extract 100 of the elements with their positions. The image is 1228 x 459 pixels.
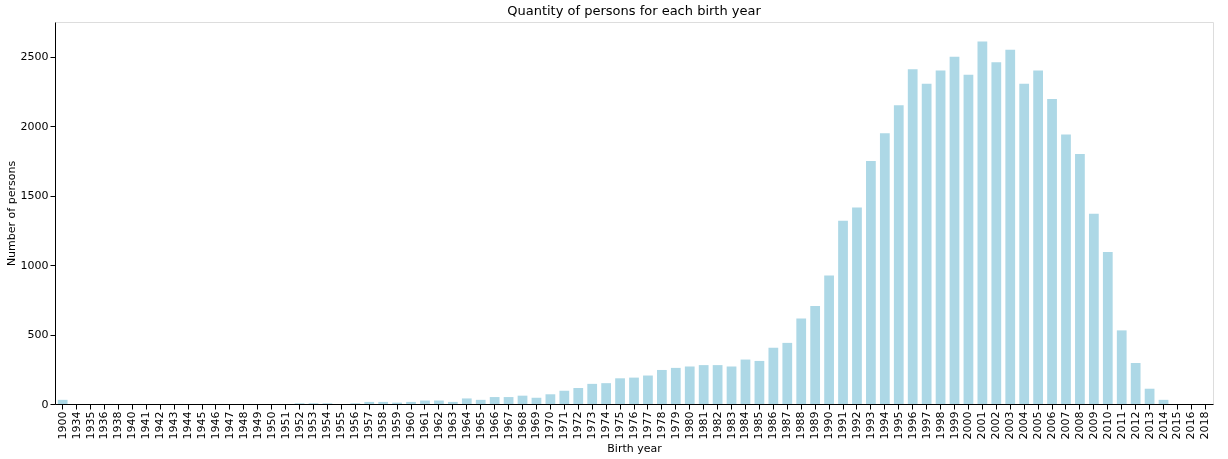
x-tick-label: 1994 [877,411,891,440]
x-tick-label: 1960 [404,411,418,440]
x-tick-label: 1982 [710,411,724,440]
x-tick-label: 1941 [139,411,153,440]
x-tick-label: 2000 [961,411,975,440]
x-tick-label: 1992 [849,411,863,440]
x-tick-label: 1961 [417,411,431,440]
x-tick-label: 1977 [640,411,654,440]
x-tick-label: 1936 [97,411,111,440]
x-tick-label: 1935 [83,411,97,440]
bar [949,56,960,404]
chart-title: Quantity of persons for each birth year [507,3,762,18]
x-tick-label: 1991 [836,411,850,440]
x-tick-label: 2005 [1031,411,1045,440]
x-tick-label: 2003 [1003,411,1017,440]
bar [977,41,988,404]
x-tick-label: 2009 [1086,411,1100,440]
x-tick-label: 1947 [222,411,236,440]
y-tick-label: 2500 [20,50,49,64]
bar [378,401,389,404]
bar [364,401,375,404]
x-tick-label: 1948 [236,411,250,440]
x-tick-label: 1984 [738,411,752,440]
x-tick-label: 1956 [348,411,362,440]
x-tick-label: 1993 [863,411,877,440]
x-tick-label: 2004 [1017,411,1031,440]
bar [712,365,723,404]
x-tick-label: 1987 [780,411,794,440]
x-tick-label: 2011 [1114,411,1128,440]
x-tick-label: 1989 [808,411,822,440]
x-tick-label: 1938 [111,411,125,440]
x-tick-label: 1950 [264,411,278,440]
bar [573,388,584,404]
x-tick-label: 1995 [891,411,905,440]
bar [824,275,834,404]
x-tick-label: 2008 [1072,411,1086,440]
x-tick-label: 1983 [724,411,738,440]
x-tick-label: 1940 [125,411,139,440]
x-tick-label: 1959 [390,411,404,440]
bar [643,375,653,404]
x-tick-label: 1972 [571,411,585,440]
x-tick-label: 1944 [181,411,195,440]
bar [406,401,416,404]
bar [1088,213,1099,404]
bar [740,359,751,404]
x-tick-label: 2015 [1170,411,1184,440]
x-tick-label: 1952 [292,411,306,440]
bar [768,347,779,404]
x-tick-label: 1999 [947,411,961,440]
x-tick-label: 1942 [153,411,167,440]
x-tick-label: 2018 [1198,411,1212,440]
bar [866,160,876,404]
x-tick-label: 1980 [682,411,696,440]
bar [1144,388,1155,404]
x-tick-label: 1976 [627,411,640,440]
x-tick-label: 2001 [975,411,989,440]
y-tick-label: 1000 [20,258,49,272]
x-tick-label: 1968 [515,411,529,440]
x-tick-label: 1997 [919,411,933,440]
bar [670,367,681,404]
x-tick-label: 1946 [208,411,222,440]
x-tick-label: 1967 [501,411,515,440]
bar [935,70,946,404]
x-tick-label: 1988 [794,411,808,440]
x-tick-label: 1978 [654,411,668,440]
x-tick-label: 2013 [1142,411,1156,440]
x-tick-label: 1943 [167,411,181,440]
x-tick-label: 1970 [543,411,557,440]
x-tick-label: 1934 [69,411,83,440]
bar [1102,251,1113,404]
x-tick-label: 1965 [473,411,487,440]
bar [1033,70,1043,404]
x-tick-label: 1998 [933,411,947,440]
x-tick-label: 1986 [766,411,780,440]
x-tick-label: 1954 [320,411,334,440]
y-tick-label: 2000 [20,119,49,133]
bar [545,394,556,404]
x-tick-label: 1963 [445,411,459,440]
x-tick-label: 2007 [1058,411,1072,440]
x-tick-label: 1949 [250,411,264,440]
bar [698,365,709,404]
bar [1019,83,1030,404]
y-axis-title: Number of persons [4,160,18,267]
x-tick-label: 1945 [195,411,209,440]
bar [503,397,514,404]
x-tick-label: 2012 [1128,411,1142,440]
x-tick-label: 1981 [696,411,710,440]
bar [810,306,821,404]
bar [461,398,472,404]
x-tick-label: 1964 [459,411,473,440]
x-tick-label: 1957 [362,411,376,440]
bar [489,397,500,404]
y-tick-label: 1500 [20,189,49,203]
bar [921,83,932,404]
bar [879,133,890,404]
x-tick-label: 1966 [487,411,501,440]
x-tick-label: 1962 [431,411,445,440]
x-tick-label: 1985 [752,411,766,440]
bar [782,342,793,404]
x-tick-label: 2006 [1045,411,1059,440]
